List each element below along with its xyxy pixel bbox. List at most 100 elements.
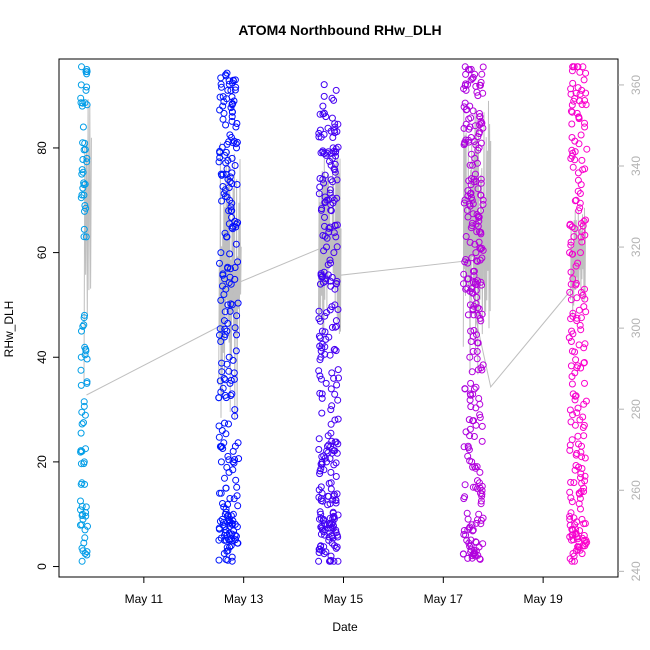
data-point xyxy=(569,309,577,317)
data-point xyxy=(471,550,479,557)
data-point xyxy=(474,311,482,319)
data-point xyxy=(78,557,86,565)
data-point xyxy=(77,94,85,102)
data-point xyxy=(476,110,483,117)
data-point xyxy=(223,360,231,368)
data-point xyxy=(331,221,339,229)
data-point xyxy=(226,196,234,204)
data-point xyxy=(216,154,224,162)
data-point xyxy=(223,233,231,241)
data-point xyxy=(463,206,471,214)
data-point xyxy=(581,123,589,131)
data-point xyxy=(230,369,238,377)
secondary-oscillation xyxy=(462,100,492,375)
data-point xyxy=(321,213,328,221)
data-point xyxy=(474,185,482,193)
data-point xyxy=(476,113,484,121)
data-point xyxy=(475,144,483,152)
data-point xyxy=(581,295,589,303)
data-point xyxy=(320,515,327,523)
data-point xyxy=(327,552,335,560)
data-point xyxy=(327,207,335,215)
data-point xyxy=(78,191,86,199)
data-point xyxy=(327,406,335,414)
data-point xyxy=(83,551,91,559)
data-point xyxy=(79,510,87,518)
data-point xyxy=(477,117,485,125)
data-point xyxy=(464,515,472,523)
data-point xyxy=(473,257,480,265)
data-point xyxy=(316,126,324,134)
data-point xyxy=(468,219,476,227)
data-point xyxy=(77,447,85,455)
data-point xyxy=(578,86,586,94)
data-point xyxy=(567,418,575,426)
data-point xyxy=(322,113,330,121)
data-point xyxy=(219,93,227,101)
secondary-oscillation xyxy=(570,207,587,316)
data-point xyxy=(327,420,335,428)
data-point xyxy=(475,238,483,246)
data-point xyxy=(466,238,474,246)
data-point xyxy=(568,531,576,539)
data-point xyxy=(325,536,333,544)
data-point xyxy=(227,542,235,550)
data-point xyxy=(318,327,326,335)
y-axis-label: RHw_DLH xyxy=(2,301,16,358)
data-point xyxy=(320,92,328,100)
data-point xyxy=(81,550,89,557)
data-point xyxy=(332,473,340,480)
data-point xyxy=(330,447,338,455)
data-point xyxy=(466,390,474,398)
data-point xyxy=(572,356,580,364)
data-point xyxy=(479,540,487,548)
data-point xyxy=(227,87,235,94)
data-point xyxy=(233,181,241,188)
data-point xyxy=(225,80,233,88)
data-point xyxy=(230,459,238,467)
data-point xyxy=(472,249,480,257)
data-point xyxy=(327,385,335,393)
data-point xyxy=(221,376,229,384)
data-point xyxy=(219,445,227,452)
secondary-line xyxy=(86,244,579,396)
data-point xyxy=(477,207,484,215)
data-point xyxy=(569,79,577,87)
data-point xyxy=(571,557,578,565)
data-point xyxy=(471,170,479,178)
data-point xyxy=(473,355,481,363)
data-point xyxy=(333,243,341,251)
data-point xyxy=(580,76,588,84)
data-point xyxy=(576,68,584,76)
y-tick-label: 80 xyxy=(35,141,49,155)
data-point xyxy=(471,70,479,78)
data-point xyxy=(227,203,235,211)
data-point xyxy=(571,421,579,429)
data-point xyxy=(582,216,589,224)
data-point xyxy=(462,285,470,293)
data-point xyxy=(478,310,486,318)
data-point xyxy=(462,428,470,436)
data-point xyxy=(233,331,240,339)
y2-tick-label: 360 xyxy=(629,75,643,95)
data-point xyxy=(80,233,88,241)
data-point xyxy=(334,396,342,404)
data-point xyxy=(332,347,340,355)
data-point xyxy=(229,458,237,466)
data-point xyxy=(460,443,468,451)
data-point xyxy=(477,175,485,183)
data-point xyxy=(320,109,328,117)
data-point xyxy=(471,122,479,130)
data-point xyxy=(78,502,86,510)
data-point xyxy=(231,324,239,332)
data-point xyxy=(567,241,575,249)
data-point xyxy=(228,108,236,116)
data-point xyxy=(231,456,238,464)
data-point xyxy=(576,321,584,329)
data-point xyxy=(328,114,336,122)
data-point xyxy=(82,503,90,511)
data-point xyxy=(225,468,233,476)
data-point xyxy=(78,479,86,487)
data-point xyxy=(466,353,474,361)
data-point xyxy=(581,454,589,462)
